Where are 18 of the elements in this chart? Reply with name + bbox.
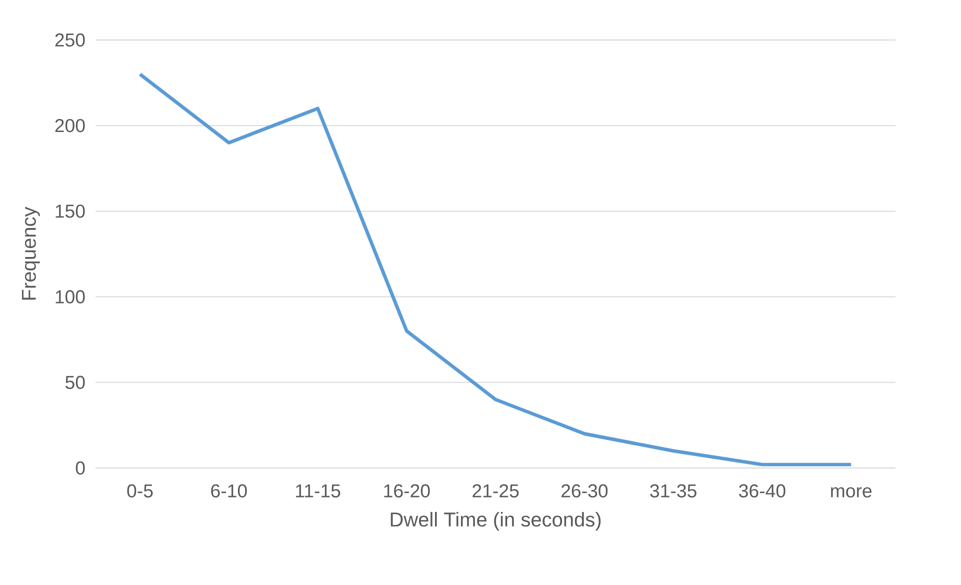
y-tick-label: 150 — [56, 204, 85, 218]
x-axis-title: Dwell Time (in seconds) — [390, 512, 601, 531]
x-tick-label: 6-10 — [211, 484, 247, 498]
x-tick-label: 21-25 — [472, 484, 519, 498]
x-tick-label: 0-5 — [127, 484, 153, 498]
y-tick-label: 0 — [76, 461, 85, 475]
y-axis-title: Frequency — [22, 206, 40, 300]
x-tick-label: 26-30 — [562, 484, 608, 498]
y-tick-label: 250 — [55, 33, 85, 47]
x-tick-label: 16-20 — [384, 484, 430, 498]
y-tick-label: 200 — [55, 118, 85, 132]
x-tick-label: 11-15 — [296, 484, 340, 498]
y-tick-label: 50 — [66, 376, 85, 389]
x-tick-label: 36-40 — [739, 484, 786, 498]
x-tick-label: 31-35 — [650, 484, 696, 498]
y-tick-label: 100 — [56, 290, 85, 304]
x-tick-label: more — [831, 487, 872, 498]
line-series — [138, 72, 853, 466]
